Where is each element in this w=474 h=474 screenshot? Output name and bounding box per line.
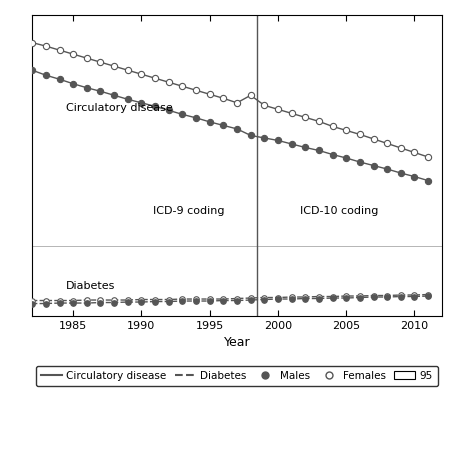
- Text: ICD-10 coding: ICD-10 coding: [300, 206, 379, 216]
- Text: ICD-9 coding: ICD-9 coding: [154, 206, 225, 216]
- Text: Circulatory disease: Circulatory disease: [66, 103, 173, 113]
- Text: Diabetes: Diabetes: [66, 281, 116, 291]
- Legend: Circulatory disease, Diabetes, Males, Females, 95: Circulatory disease, Diabetes, Males, Fe…: [36, 366, 438, 386]
- X-axis label: Year: Year: [224, 337, 250, 349]
